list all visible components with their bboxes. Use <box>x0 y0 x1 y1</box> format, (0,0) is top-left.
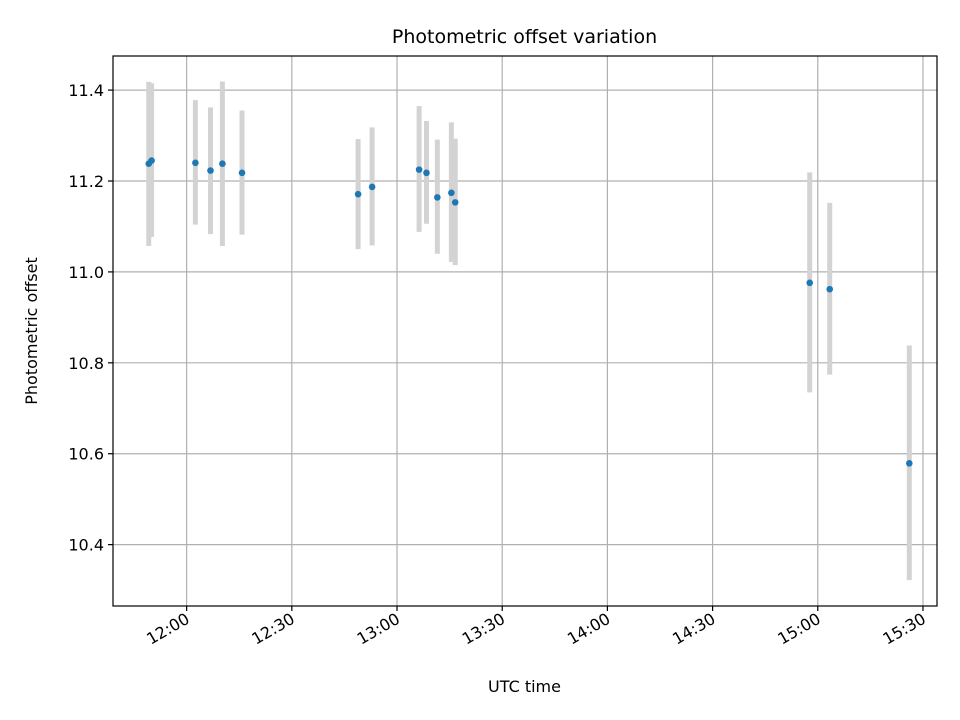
data-point <box>207 167 214 174</box>
data-point <box>148 157 155 164</box>
plot-frame <box>112 55 938 607</box>
chart-title: Photometric offset variation <box>392 26 657 48</box>
x-tick-label: 14:30 <box>669 609 718 649</box>
x-tick-label: 15:30 <box>880 609 929 649</box>
y-tick-label: 10.6 <box>68 445 104 464</box>
data-point <box>905 459 913 467</box>
data-point <box>806 279 814 287</box>
data-point <box>448 189 455 197</box>
x-tick-label: 12:00 <box>143 609 192 649</box>
data-point <box>434 194 441 201</box>
data-point <box>219 160 226 168</box>
x-tick-label: 14:00 <box>564 609 613 649</box>
y-tick-label: 11.4 <box>68 81 104 100</box>
data-point <box>368 183 376 191</box>
y-tick-label: 11.0 <box>68 263 104 282</box>
data-points <box>145 157 913 467</box>
y-tick-label: 10.4 <box>68 536 104 555</box>
data-point <box>415 166 423 173</box>
x-tick-label: 13:30 <box>459 609 508 649</box>
y-tick-label: 11.2 <box>68 172 104 191</box>
data-point <box>192 159 199 167</box>
grid <box>113 56 937 606</box>
x-tick-label: 13:00 <box>354 609 403 649</box>
y-axis-label: Photometric offset <box>22 257 41 405</box>
x-tick-label: 12:30 <box>248 609 297 649</box>
y-tick-label: 10.8 <box>68 354 104 373</box>
x-tick-label: 15:00 <box>774 609 823 649</box>
data-point <box>238 169 246 177</box>
data-point <box>451 199 459 206</box>
data-point <box>826 285 834 293</box>
data-point <box>423 169 430 177</box>
x-axis-label: UTC time <box>488 677 561 696</box>
data-point <box>354 190 362 198</box>
error-bars <box>146 81 912 581</box>
